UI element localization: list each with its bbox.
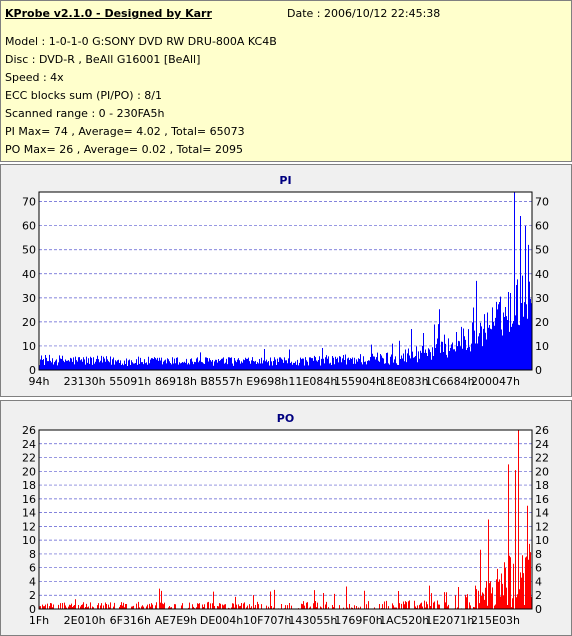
po-x-tick: 1Fh	[29, 614, 49, 627]
pi-x-tick: 23130h	[64, 375, 106, 388]
pi-y-tick-left: 70	[22, 196, 36, 209]
po-y-tick-left: 6	[29, 562, 36, 575]
po-chart-title: PO	[277, 412, 294, 425]
pi-y-tick-left: 50	[22, 244, 36, 257]
po-y-tick-right: 10	[535, 534, 549, 547]
pi-x-tick: 155904h	[334, 375, 383, 388]
pi-y-tick-left: 0	[29, 364, 36, 377]
pi-y-tick-right: 10	[535, 340, 549, 353]
po-x-tick: DE004h	[200, 614, 243, 627]
pi-x-tick: 1C6684h	[425, 375, 475, 388]
pi-y-tick-left: 40	[22, 268, 36, 281]
scan-date: Date : 2006/10/12 22:45:38	[287, 7, 441, 20]
po-y-tick-right: 14	[535, 507, 549, 520]
po-x-tick: AE7E9h	[155, 614, 197, 627]
pi-chart-title: PI	[279, 174, 291, 187]
po-x-tick: 1AC520h	[379, 614, 429, 627]
pi-y-tick-right: 20	[535, 316, 549, 329]
po-y-tick-right: 16	[535, 493, 549, 506]
po-plot-area	[38, 429, 533, 610]
po-x-tick: 10F707h	[243, 614, 291, 627]
po-y-tick-left: 26	[22, 424, 36, 437]
pi-x-tick: B8557h	[200, 375, 243, 388]
pi-chart-panel: PI 0 0 10 10 20 20 30 30 40 40 50 50 60 60 70 70 94h 23130…	[0, 164, 572, 397]
pi-y-tick-right: 40	[535, 268, 549, 281]
po-y-tick-right: 26	[535, 424, 549, 437]
info-range: Scanned range : 0 - 230FA5h	[5, 107, 165, 120]
pi-y-tick-left: 30	[22, 292, 36, 305]
pi-plot-area	[38, 191, 533, 371]
po-y-tick-left: 14	[22, 507, 36, 520]
app-title: KProbe v2.1.0 - Designed by Karr	[5, 7, 212, 20]
pi-x-tick: 55091h	[109, 375, 151, 388]
po-y-tick-right: 22	[535, 452, 549, 465]
po-x-tick: 6F316h	[110, 614, 151, 627]
pi-x-tick: 18E083h	[380, 375, 429, 388]
po-x-tick: 1769F0h	[334, 614, 382, 627]
po-y-tick-left: 4	[29, 575, 36, 588]
po-y-tick-left: 12	[22, 520, 36, 533]
pi-y-tick-right: 0	[535, 364, 542, 377]
pi-y-tick-left: 10	[22, 340, 36, 353]
po-x-tick: 143055h	[288, 614, 337, 627]
po-y-tick-right: 12	[535, 520, 549, 533]
pi-x-tick: 94h	[29, 375, 50, 388]
pi-chart: PI 0 0 10 10 20 20 30 30 40 40 50 50 60 60 70 70 94h 23130…	[22, 174, 549, 388]
po-y-tick-right: 4	[535, 575, 542, 588]
po-y-tick-right: 2	[535, 589, 542, 602]
info-ecc: ECC blocks sum (PI/PO) : 8/1	[5, 89, 162, 102]
pi-x-tick: E9698h	[246, 375, 288, 388]
info-disc: Disc : DVD-R , BeAll G16001 [BeAll]	[5, 53, 201, 66]
info-pi-stats: PI Max= 74 , Average= 4.02 , Total= 6507…	[5, 125, 245, 138]
po-x-tick: 215E03h	[471, 614, 520, 627]
info-po-stats: PO Max= 26 , Average= 0.02 , Total= 2095	[5, 143, 243, 156]
po-chart-panel: PO 0 0 2 2 4 4 6 6 8 8 10 10 12 12 14 14 16 16 18 18 20 20 22 22…	[0, 400, 572, 636]
pi-x-tick: 200047h	[471, 375, 520, 388]
po-y-tick-right: 18	[535, 479, 549, 492]
po-y-tick-right: 6	[535, 562, 542, 575]
po-y-tick-left: 24	[22, 438, 36, 451]
po-plot-frame	[38, 429, 533, 610]
pi-y-tick-right: 30	[535, 292, 549, 305]
pi-x-tick: 86918h	[155, 375, 197, 388]
po-y-tick-right: 20	[535, 465, 549, 478]
info-model: Model : 1-0-1-0 G:SONY DVD RW DRU-800A K…	[5, 35, 277, 48]
po-y-tick-left: 20	[22, 465, 36, 478]
po-y-tick-left: 0	[29, 603, 36, 616]
po-y-tick-right: 8	[535, 548, 542, 561]
po-y-tick-left: 8	[29, 548, 36, 561]
pi-y-tick-left: 20	[22, 316, 36, 329]
po-y-tick-left: 16	[22, 493, 36, 506]
pi-y-tick-right: 70	[535, 196, 549, 209]
info-panel: KProbe v2.1.0 - Designed by Karr Date : …	[0, 0, 572, 162]
po-y-tick-left: 18	[22, 479, 36, 492]
pi-y-tick-left: 60	[22, 220, 36, 233]
pi-y-tick-right: 60	[535, 220, 549, 233]
po-y-tick-left: 2	[29, 589, 36, 602]
pi-y-tick-right: 50	[535, 244, 549, 257]
pi-x-tick: 11E084h	[288, 375, 337, 388]
po-y-tick-left: 10	[22, 534, 36, 547]
po-x-tick: 2E010h	[64, 614, 106, 627]
po-y-tick-right: 0	[535, 603, 542, 616]
pi-plot-frame	[38, 191, 533, 371]
po-y-tick-right: 24	[535, 438, 549, 451]
po-y-tick-left: 22	[22, 452, 36, 465]
po-x-tick: 1E2071h	[425, 614, 474, 627]
info-speed: Speed : 4x	[5, 71, 64, 84]
